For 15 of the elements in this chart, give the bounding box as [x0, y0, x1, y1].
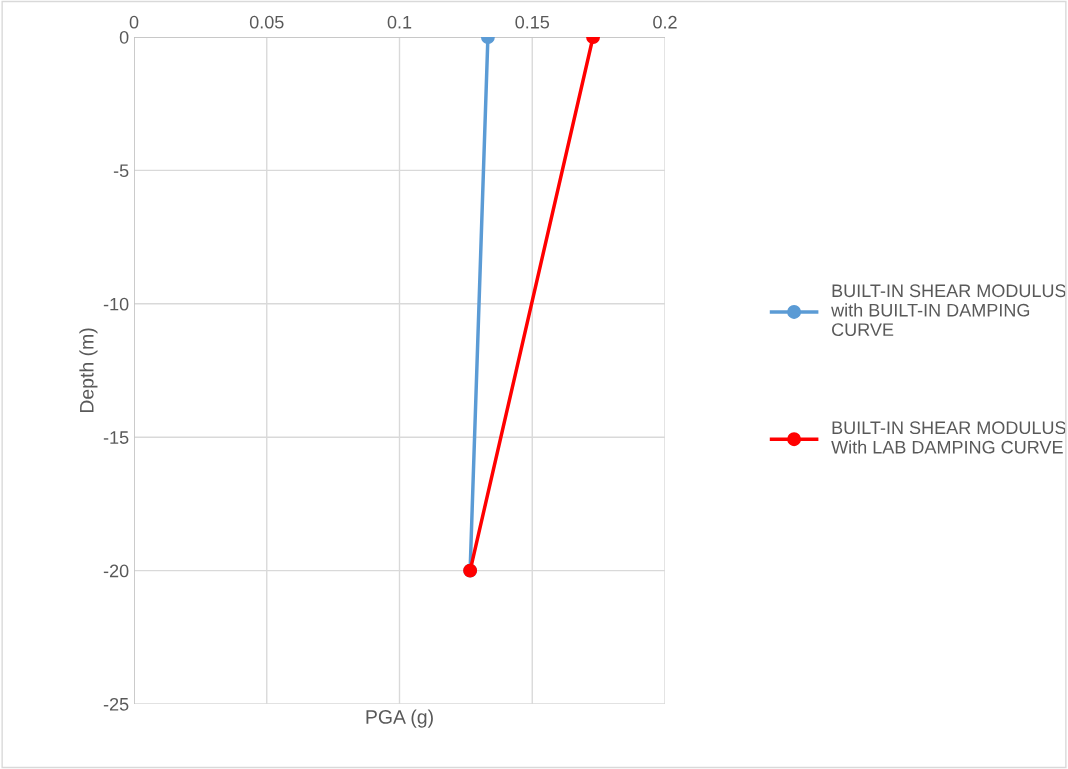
- x-tick-label: 0.05: [249, 15, 284, 29]
- y-tick-label: -20: [103, 564, 129, 578]
- y-tick-label: -5: [113, 164, 129, 178]
- x-tick-label: 0.1: [387, 15, 412, 29]
- x-tick-label: 0.15: [515, 15, 550, 29]
- x-tick-label: 0: [129, 15, 139, 29]
- legend-label: BUILT-IN SHEAR MODULUS with BUILT-IN DAMPING CURVE: [831, 284, 1066, 337]
- y-tick-label: -10: [103, 297, 129, 311]
- y-tick-label: -15: [103, 431, 129, 444]
- x-tick-label: 0.2: [653, 15, 677, 29]
- x-axis-title: PGA (g): [366, 709, 433, 728]
- y-tick-label: -25: [103, 697, 129, 711]
- y-axis-title: Depth (m): [79, 328, 98, 413]
- y-tick-label: 0: [119, 30, 129, 44]
- legend-label: BUILT-IN SHEAR MODULUS With LAB DAMPING CURVE: [831, 421, 1066, 454]
